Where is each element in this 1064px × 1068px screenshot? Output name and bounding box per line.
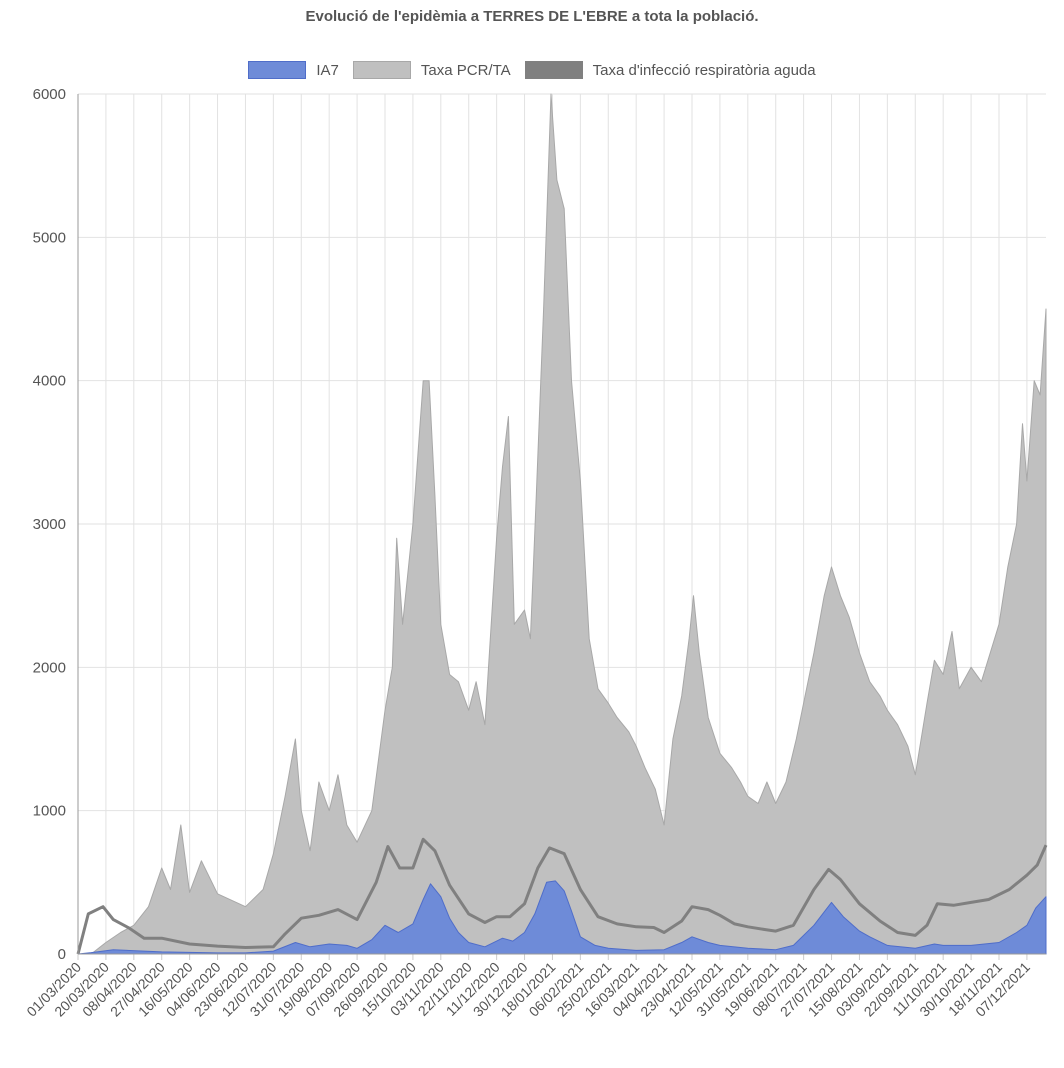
y-tick-label: 3000 (33, 516, 66, 533)
chart-title: Evolució de l'epidèmia a TERRES DE L'EBR… (305, 8, 759, 25)
legend-label-ia7: IA7 (316, 61, 339, 79)
y-tick-label: 4000 (33, 373, 66, 390)
legend-item-ira[interactable]: Taxa d'infecció respiratòria aguda (524, 61, 816, 79)
series-ira-line (76, 837, 1048, 955)
y-tick-label: 1000 (33, 803, 66, 820)
series-pcr-area (77, 93, 1047, 955)
legend-swatch-ia7 (248, 61, 307, 79)
series-ia7-area (77, 880, 1047, 955)
legend-item-ia7[interactable]: IA7 (248, 61, 339, 79)
legend-item-pcr[interactable]: Taxa PCR/TA (352, 61, 511, 79)
y-tick-label: 6000 (33, 86, 66, 103)
series-layer (76, 93, 1048, 955)
legend-swatch-ira (524, 61, 583, 79)
legend: IA7 Taxa PCR/TA Taxa d'infecció respirat… (0, 58, 1064, 82)
y-tick-label: 0 (58, 946, 66, 963)
y-tick-label: 5000 (33, 229, 66, 246)
y-tick-label: 2000 (33, 659, 66, 676)
legend-label-ira: Taxa d'infecció respiratòria aguda (592, 61, 816, 79)
legend-label-pcr: Taxa PCR/TA (420, 61, 511, 79)
legend-swatch-pcr (352, 61, 411, 79)
